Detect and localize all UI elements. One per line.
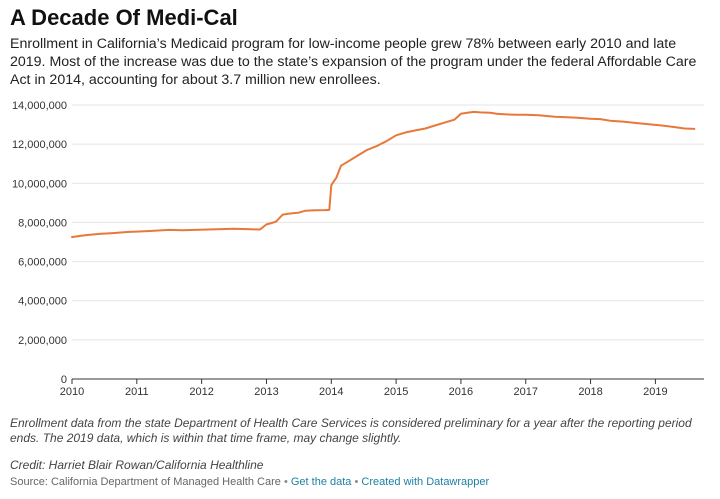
x-tick-label: 2013 [254, 386, 278, 398]
y-tick-label: 0 [61, 374, 67, 386]
y-axis-labels: 0 2,000,000 4,000,000 6,000,000 8,000,000 10,… [12, 100, 67, 386]
gridlines [72, 104, 704, 380]
y-tick-label: 8,000,000 [18, 217, 67, 229]
x-tick-label: 2018 [578, 386, 602, 398]
x-tick-label: 2010 [60, 386, 84, 398]
series-layer [71, 110, 696, 239]
x-tick-label: 2012 [189, 386, 213, 398]
x-tick-label: 2017 [514, 386, 538, 398]
line-chart: 0 2,000,000 4,000,000 6,000,000 8,000,000 10,… [12, 100, 704, 398]
y-tick-label: 4,000,000 [18, 296, 67, 308]
y-tick-label: 10,000,000 [12, 178, 67, 190]
x-tick-label: 2014 [319, 386, 343, 398]
y-tick-label: 14,000,000 [12, 100, 67, 112]
x-tick-label: 2016 [449, 386, 473, 398]
chart-notes: Enrollment data from the state Departmen… [10, 416, 692, 445]
x-tick-label: 2015 [384, 386, 408, 398]
created-with-datawrapper-link[interactable]: Created with Datawrapper [361, 476, 490, 488]
source-separator: • [283, 476, 288, 488]
x-tick-label: 2011 [125, 386, 149, 398]
x-axis: 2010 2011 2012 2013 2014 2015 2016 2017 2018 2019 [60, 379, 668, 398]
series-line [71, 110, 696, 239]
chart-title: A Decade Of Medi-Cal [10, 5, 238, 30]
y-tick-label: 2,000,000 [18, 335, 67, 347]
y-tick-label: 6,000,000 [18, 257, 67, 269]
y-tick-label: 12,000,000 [12, 139, 67, 151]
x-tick-label: 2019 [643, 386, 667, 398]
chart-subtitle: Enrollment in California’s Medicaid prog… [10, 36, 697, 88]
source-text: Source: California Department of Managed… [10, 476, 281, 488]
chart-source: Source: California Department of Managed… [10, 476, 489, 488]
source-separator: • [354, 476, 359, 488]
chart-credit: Credit: Harriet Blair Rowan/California H… [10, 458, 264, 472]
get-the-data-link[interactable]: Get the data [290, 476, 352, 488]
